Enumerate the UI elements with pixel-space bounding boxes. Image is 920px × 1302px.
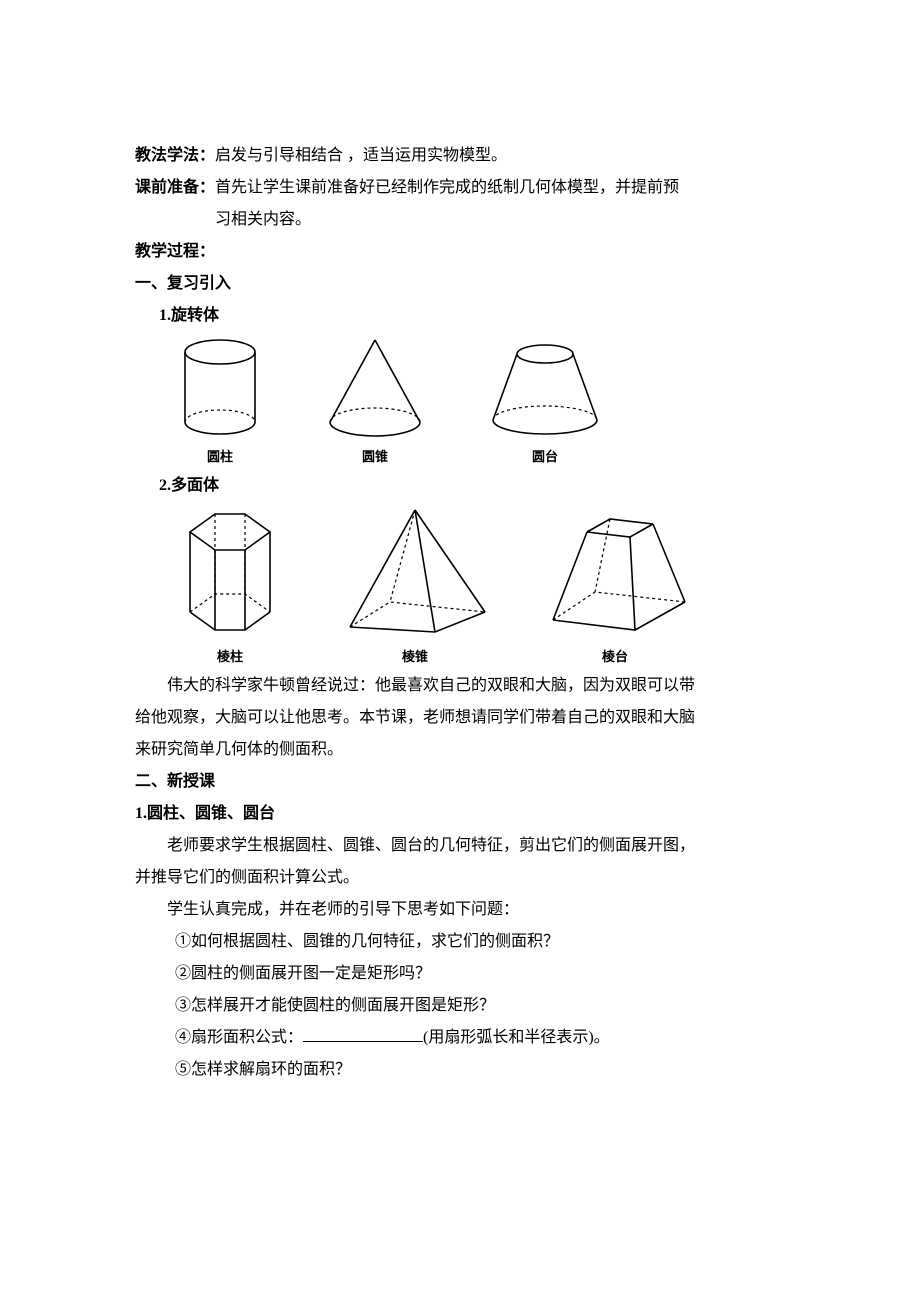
- prism-caption: 棱柱: [217, 644, 243, 670]
- figure-frustum: 圆台: [475, 332, 615, 470]
- process-heading: 教学过程：: [135, 236, 785, 268]
- cone-caption: 圆锥: [362, 444, 388, 470]
- newton-line-3: 来研究简单几何体的侧面积。: [135, 734, 785, 766]
- q2: ②圆柱的侧面展开图一定是矩形吗？: [135, 958, 785, 990]
- frustum-caption: 圆台: [532, 444, 558, 470]
- prism-icon: [165, 502, 295, 642]
- subsection-1-2: 2.多面体: [135, 470, 785, 502]
- teaching-method-text: 启发与引导相结合 ，适当运用实物模型。: [215, 147, 507, 164]
- teaching-method-line: 教法学法：启发与引导相结合 ，适当运用实物模型。: [135, 140, 785, 172]
- cone-icon: [315, 332, 435, 442]
- pyramid-caption: 棱锥: [402, 644, 428, 670]
- frustum-icon: [475, 332, 615, 442]
- section-1-heading: 一、复习引入: [135, 268, 785, 300]
- figure-prism: 棱柱: [165, 502, 295, 670]
- q3: ③怎样展开才能使圆柱的侧面展开图是矩形？: [135, 990, 785, 1022]
- figure-cylinder: 圆柱: [165, 332, 275, 470]
- newton-line-2: 给他观察，大脑可以让他思考。本节课，老师想请同学们带着自己的双眼和大脑: [135, 702, 785, 734]
- pyramid-icon: [335, 502, 495, 642]
- figure-row-revolution: 圆柱 圆锥 圆台: [135, 332, 785, 470]
- prep-text-1: 首先让学生课前准备好已经制作完成的纸制几何体模型，并提前预: [215, 179, 679, 196]
- cylinder-caption: 圆柱: [207, 444, 233, 470]
- section-2-heading: 二、新授课: [135, 766, 785, 798]
- figure-cone: 圆锥: [315, 332, 435, 470]
- cylinder-icon: [165, 332, 275, 442]
- q4: ④扇形面积公式： (用扇形弧长和半径表示)。: [135, 1022, 785, 1054]
- newton-line-1: 伟大的科学家牛顿曾经说过：他最喜欢自己的双眼和大脑，因为双眼可以带: [135, 670, 785, 702]
- pfrustum-icon: [535, 502, 695, 642]
- q4-suffix: (用扇形弧长和半径表示)。: [423, 1029, 610, 1046]
- prep-line-1: 课前准备：首先让学生课前准备好已经制作完成的纸制几何体模型，并提前预: [135, 172, 785, 204]
- fill-blank[interactable]: [303, 1025, 423, 1042]
- subsection-1-1: 1.旋转体: [135, 300, 785, 332]
- think-intro: 学生认真完成，并在老师的引导下思考如下问题：: [135, 894, 785, 926]
- instruct-line-2: 并推导它们的侧面积计算公式。: [135, 862, 785, 894]
- figure-row-polyhedra: 棱柱 棱锥: [135, 502, 785, 670]
- q4-prefix: ④扇形面积公式：: [175, 1029, 303, 1046]
- instruct-line-1: 老师要求学生根据圆柱、圆锥、圆台的几何特征，剪出它们的侧面展开图，: [135, 830, 785, 862]
- pfrustum-caption: 棱台: [602, 644, 628, 670]
- q5: ⑤怎样求解扇环的面积？: [135, 1054, 785, 1086]
- prep-line-2: 习相关内容。: [135, 204, 785, 236]
- teaching-method-label: 教法学法：: [135, 147, 215, 164]
- document-page: 教法学法：启发与引导相结合 ，适当运用实物模型。 课前准备：首先让学生课前准备好…: [0, 0, 920, 1166]
- figure-pfrustum: 棱台: [535, 502, 695, 670]
- subsection-2-1: 1.圆柱、圆锥、圆台: [135, 798, 785, 830]
- figure-pyramid: 棱锥: [335, 502, 495, 670]
- prep-label: 课前准备：: [135, 179, 215, 196]
- q1: ①如何根据圆柱、圆锥的几何特征，求它们的侧面积？: [135, 926, 785, 958]
